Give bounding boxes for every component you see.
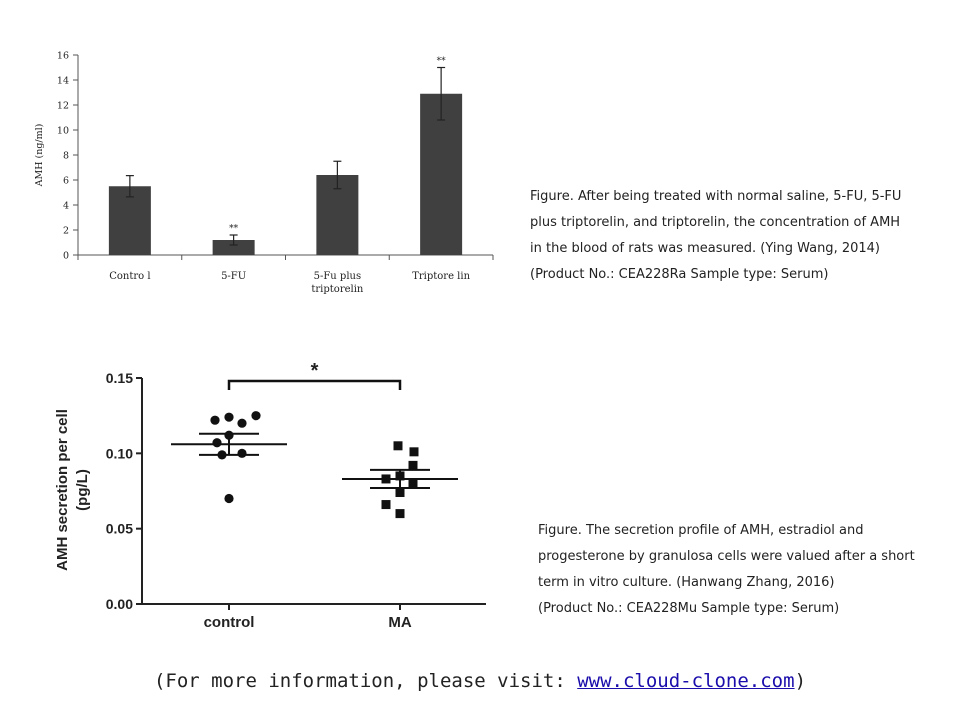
caption-line: Figure. The secretion profile of AMH, es…	[538, 523, 864, 538]
y-tick-label: 0.15	[106, 370, 133, 386]
caption-line: Figure. After being treated with normal …	[530, 189, 902, 204]
y-tick-label: 10	[57, 126, 69, 137]
caption-line: plus triptorelin, and triptorelin, the c…	[530, 215, 901, 230]
significance-label: *	[311, 360, 319, 382]
y-axis-label: AMH (ng/ml)	[34, 124, 45, 188]
data-point-square	[408, 478, 418, 488]
y-axis-label: (pg/L)	[74, 469, 91, 511]
data-point-square	[381, 500, 391, 510]
footer-suffix: )	[794, 670, 807, 692]
caption-line: (Product No.: CEA228Ra Sample type: Seru…	[530, 267, 829, 282]
data-point-circle	[237, 418, 247, 428]
caption-line: (Product No.: CEA228Mu Sample type: Seru…	[538, 601, 840, 616]
y-tick-label: 14	[57, 76, 69, 87]
footer-prefix: (For more information, please visit:	[153, 670, 578, 692]
data-point-circle	[224, 412, 234, 422]
x-tick-label: 5-Fu plus	[314, 271, 361, 282]
caption-line: in the blood of rats was measured. (Ying…	[530, 241, 880, 256]
data-point-circle	[251, 411, 261, 421]
data-point-square	[408, 460, 418, 470]
y-tick-label: 0.00	[106, 596, 133, 612]
y-tick-label: 12	[57, 101, 69, 112]
x-tick-label: triptorelin	[311, 284, 364, 295]
x-tick-label: 5-FU	[221, 271, 246, 282]
scatter-chart-amh-granulosa: 0.00 0.05 0.10 0.15 AMH secretion per cell (p…	[54, 360, 486, 631]
significance-bracket	[227, 379, 402, 390]
website-link[interactable]: www.cloud-clone.com	[577, 670, 795, 692]
y-tick-label: 2	[63, 226, 69, 237]
figure-caption-1: Figure. After being treated with normal …	[530, 184, 901, 288]
data-point-square	[395, 488, 405, 498]
y-tick-label: 6	[63, 176, 69, 187]
figure-caption-2: Figure. The secretion profile of AMH, es…	[538, 518, 915, 622]
y-tick-label: 0	[63, 251, 69, 262]
data-point-circle	[212, 438, 222, 448]
significance-label: **	[229, 224, 239, 234]
data-point-square	[409, 447, 419, 457]
bar	[212, 240, 255, 255]
bar	[420, 93, 463, 255]
y-tick-label: 8	[63, 151, 69, 162]
y-tick-label: 4	[63, 201, 69, 212]
caption-line: progesterone by granulosa cells were val…	[538, 549, 915, 564]
x-tick-label: control	[204, 614, 255, 631]
caption-line: term in vitro culture. (Hanwang Zhang, 2…	[538, 575, 835, 590]
bar	[108, 186, 151, 255]
data-point-square	[395, 509, 405, 519]
x-tick-label: Contro l	[109, 271, 150, 282]
y-tick-label: 0.10	[106, 445, 133, 461]
data-point-circle	[224, 493, 234, 504]
data-point-circle	[210, 415, 220, 425]
y-axis-label: AMH secretion per cell	[54, 409, 71, 571]
data-point-square	[393, 441, 403, 451]
data-point-circle	[237, 448, 247, 458]
footer-info: (For more information, please visit: www…	[0, 670, 960, 692]
significance-label: **	[437, 57, 447, 67]
y-tick-label: 16	[57, 51, 69, 62]
x-tick-label: Triptore lin	[412, 271, 470, 282]
y-tick-label: 0.05	[106, 521, 133, 537]
x-tick-label: MA	[388, 614, 411, 631]
bar-chart-amh-rats: 0 2 4 6 8 10 12 14 16 AMH (ng/ml) Contro l ** 5-FU 5-…	[34, 51, 494, 295]
